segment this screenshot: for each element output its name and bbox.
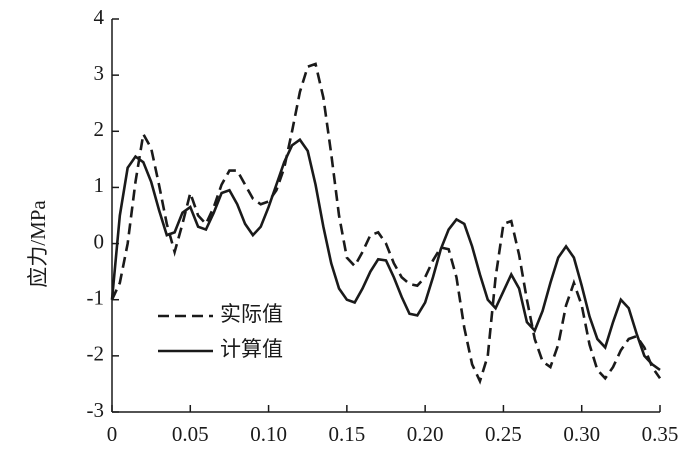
- x-tick-label: 0.35: [642, 422, 679, 446]
- y-tick-label: -1: [87, 286, 105, 310]
- line-series: [110, 137, 661, 371]
- legend-label: 计算值: [220, 337, 283, 361]
- line-series: [110, 62, 662, 385]
- y-tick-label: 2: [94, 117, 105, 141]
- y-tick-label: -3: [87, 398, 105, 422]
- x-tick-label: 0: [107, 422, 118, 446]
- y-tick-label: 4: [94, 5, 105, 29]
- x-tick-label: 0.15: [328, 422, 365, 446]
- y-tick-label: -2: [87, 342, 105, 366]
- y-axis-label: 应力/MPa: [26, 200, 50, 288]
- x-tick-label: 0.05: [172, 422, 209, 446]
- y-tick-label: 0: [94, 229, 105, 253]
- x-tick-label: 0.10: [250, 422, 287, 446]
- x-tick-label: 0.25: [485, 422, 522, 446]
- y-tick-label: 3: [94, 61, 105, 85]
- legend-label: 实际值: [220, 302, 283, 326]
- x-tick-label: 0.20: [407, 422, 444, 446]
- y-tick-label: 1: [94, 173, 105, 197]
- x-tick-label: 0.30: [563, 422, 600, 446]
